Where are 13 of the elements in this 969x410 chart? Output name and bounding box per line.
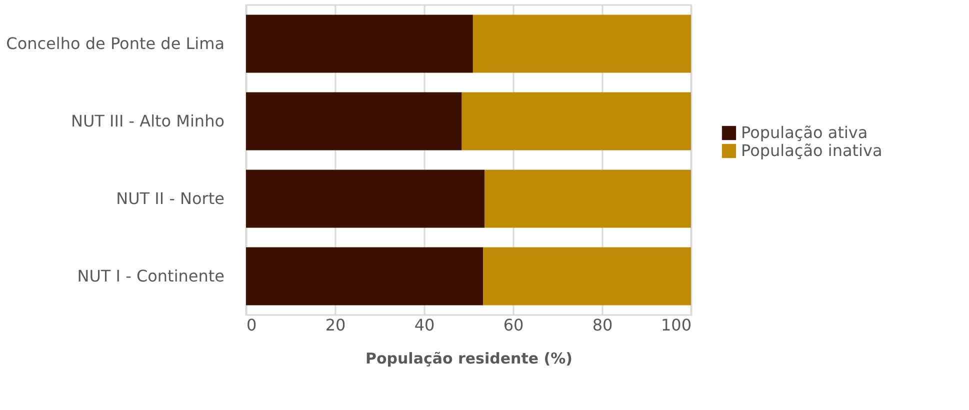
- x-tick-label: 40: [414, 316, 435, 334]
- y-tick-label: NUT III - Alto Minho: [71, 111, 224, 130]
- x-tick-label: 20: [325, 316, 346, 334]
- legend-label: População ativa: [741, 123, 868, 142]
- x-tick-label: 100: [660, 316, 692, 334]
- x-tick-label: 80: [592, 316, 613, 334]
- x-tick-label: 0: [246, 316, 257, 334]
- y-tick-label: Concelho de Ponte de Lima: [6, 34, 224, 53]
- x-tick-label: 60: [503, 316, 524, 334]
- y-tick-label: NUT II - Norte: [116, 188, 224, 208]
- x-axis-title: População residente (%): [365, 350, 573, 368]
- legend-label: População inativa: [741, 141, 882, 160]
- y-tick-label: NUT I - Continente: [77, 266, 224, 286]
